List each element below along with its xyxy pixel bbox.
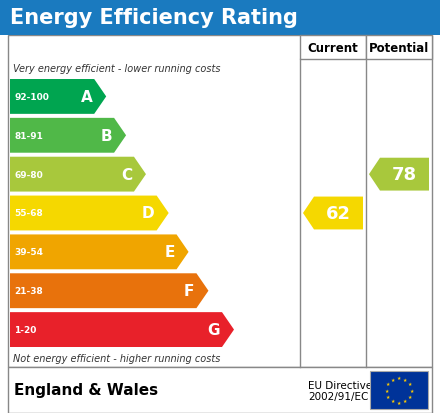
Text: ★: ★ xyxy=(403,377,407,382)
Polygon shape xyxy=(10,274,209,309)
Text: 92-100: 92-100 xyxy=(14,93,49,102)
Text: ★: ★ xyxy=(403,399,407,404)
Bar xyxy=(370,371,428,409)
Text: England & Wales: England & Wales xyxy=(14,382,158,398)
Text: 39-54: 39-54 xyxy=(14,248,43,257)
Text: ★: ★ xyxy=(391,377,395,382)
Text: 78: 78 xyxy=(392,166,417,184)
Text: ★: ★ xyxy=(408,381,412,386)
Polygon shape xyxy=(10,312,234,347)
Text: 2002/91/EC: 2002/91/EC xyxy=(308,391,368,401)
Text: ★: ★ xyxy=(408,394,412,399)
Polygon shape xyxy=(10,235,189,270)
Polygon shape xyxy=(369,158,429,191)
Text: ★: ★ xyxy=(397,375,401,380)
Text: ★: ★ xyxy=(391,399,395,404)
Text: F: F xyxy=(184,284,194,299)
Text: G: G xyxy=(208,322,220,337)
Text: E: E xyxy=(164,245,175,260)
Bar xyxy=(366,36,432,60)
Polygon shape xyxy=(10,157,146,192)
Text: 69-80: 69-80 xyxy=(14,170,43,179)
Polygon shape xyxy=(10,196,169,231)
Polygon shape xyxy=(10,80,106,114)
Text: 55-68: 55-68 xyxy=(14,209,43,218)
Text: Potential: Potential xyxy=(369,41,429,55)
Text: Very energy efficient - lower running costs: Very energy efficient - lower running co… xyxy=(13,64,220,74)
Bar xyxy=(0,0,440,36)
Polygon shape xyxy=(10,119,126,153)
Text: ★: ★ xyxy=(409,387,414,392)
Text: ★: ★ xyxy=(397,400,401,405)
Text: Not energy efficient - higher running costs: Not energy efficient - higher running co… xyxy=(13,353,220,363)
Bar xyxy=(300,36,366,60)
Text: ★: ★ xyxy=(386,381,390,386)
Text: 62: 62 xyxy=(326,204,351,223)
Polygon shape xyxy=(303,197,363,230)
Text: 1-20: 1-20 xyxy=(14,325,37,334)
Text: Energy Efficiency Rating: Energy Efficiency Rating xyxy=(10,8,298,28)
Text: ★: ★ xyxy=(386,394,390,399)
Text: ★: ★ xyxy=(384,387,389,392)
Text: D: D xyxy=(142,206,155,221)
Text: EU Directive: EU Directive xyxy=(308,380,372,390)
Text: 81-91: 81-91 xyxy=(14,131,43,140)
Bar xyxy=(8,36,432,367)
Text: C: C xyxy=(121,167,132,182)
Text: A: A xyxy=(81,90,92,104)
Text: B: B xyxy=(100,128,112,143)
Text: Current: Current xyxy=(308,41,358,55)
Bar xyxy=(8,367,432,413)
Text: 21-38: 21-38 xyxy=(14,287,43,295)
